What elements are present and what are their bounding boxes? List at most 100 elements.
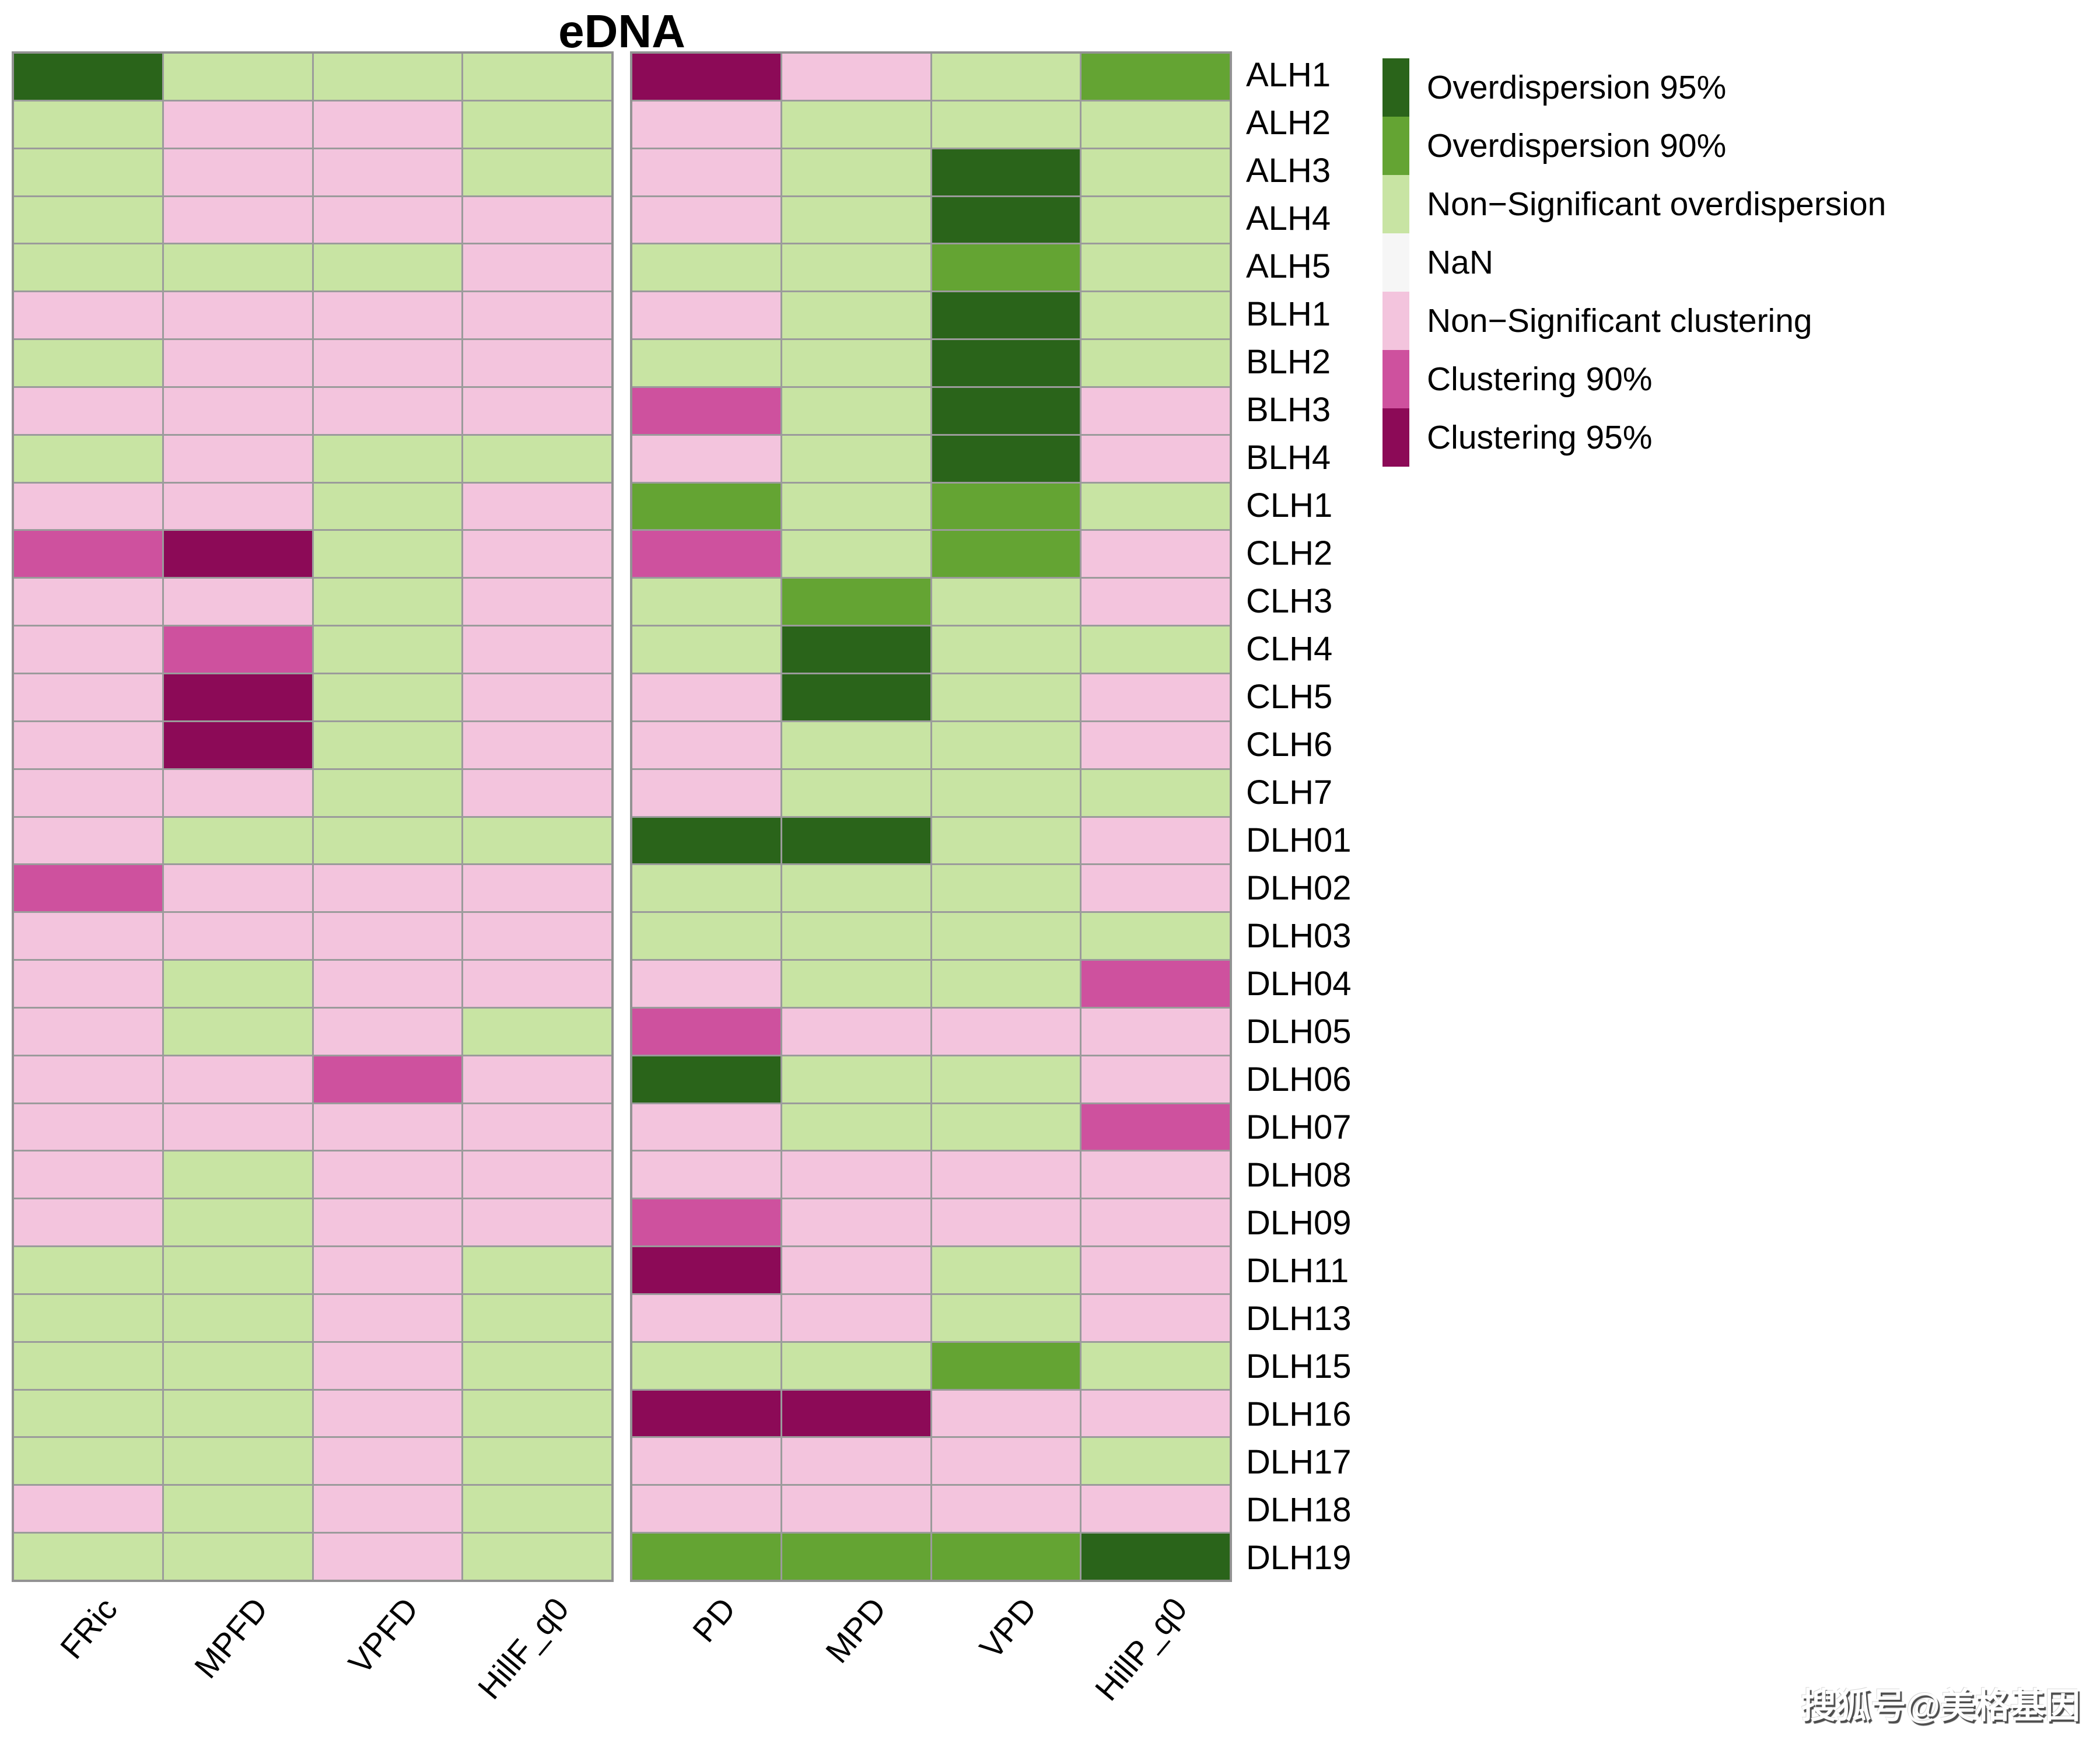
row-label: BLH2	[1246, 343, 1331, 381]
row-label: CLH6	[1246, 726, 1333, 764]
legend-label: Clustering 90%	[1427, 360, 1653, 398]
heatmap-cell	[782, 149, 930, 195]
heatmap-cell	[313, 674, 462, 720]
heatmap-cell	[632, 1152, 780, 1198]
heatmap-cell	[313, 340, 462, 386]
heatmap-cell	[1082, 1104, 1230, 1150]
heatmap-cell	[932, 1534, 1080, 1580]
legend-swatch-NaN	[1382, 233, 1409, 292]
heatmap-cell	[163, 1342, 312, 1389]
heatmap-cell	[14, 531, 162, 578]
heatmap-cell	[463, 1008, 611, 1055]
heatmap-cell	[632, 1294, 780, 1341]
legend-label: NaN	[1427, 244, 1494, 281]
heatmap-cell	[782, 913, 930, 960]
row-label: DLH15	[1246, 1348, 1352, 1385]
heatmap-cell	[163, 769, 312, 816]
legend-swatch-C95	[1382, 408, 1409, 467]
legend-swatch-C90	[1382, 350, 1409, 408]
heatmap-cell	[1082, 1294, 1230, 1341]
row-label: DLH19	[1246, 1539, 1352, 1577]
column-label: FRic	[52, 1590, 125, 1666]
heatmap-cell	[163, 1056, 312, 1102]
row-label: ALH3	[1246, 152, 1331, 190]
heatmap-cell	[463, 626, 611, 673]
heatmap-cell	[1082, 1390, 1230, 1437]
heatmap-cell	[632, 1104, 780, 1150]
heatmap-cell	[463, 913, 611, 960]
row-label: CLH7	[1246, 774, 1333, 811]
heatmap-cell	[932, 674, 1080, 720]
column-label: HillF_q0	[470, 1590, 576, 1706]
heatmap-cell	[313, 1486, 462, 1532]
legend-swatch-NSC	[1382, 292, 1409, 350]
row-label: ALH2	[1246, 104, 1331, 142]
row-axis-labels: ALH1 ALH2 ALH3 ALH4 ALH5 BLH1 BLH2 BLH3 BLH4 CLH1…	[1246, 51, 1456, 1582]
heatmap-cell	[14, 722, 162, 768]
heatmap-cell	[463, 244, 611, 291]
heatmap-cell	[782, 579, 930, 625]
heatmap-cell	[163, 1294, 312, 1341]
heatmap-panel-right	[630, 51, 1232, 1582]
heatmap-cell	[313, 1152, 462, 1198]
row-label: CLH3	[1246, 582, 1333, 620]
heatmap-cell	[163, 1534, 312, 1580]
heatmap-cell	[932, 722, 1080, 768]
heatmap-cell	[313, 54, 462, 100]
heatmap-cell	[14, 1247, 162, 1293]
row-label: CLH4	[1246, 630, 1333, 668]
heatmap-cell	[632, 244, 780, 291]
heatmap-cell	[632, 483, 780, 530]
heatmap-cell	[14, 961, 162, 1007]
heatmap-cell	[932, 197, 1080, 243]
heatmap-cell	[1082, 292, 1230, 339]
chart-title: eDNA	[558, 5, 685, 57]
heatmap-cell	[632, 1199, 780, 1246]
row-label: DLH02	[1246, 869, 1352, 907]
heatmap-cell	[463, 1104, 611, 1150]
heatmap-cell	[463, 340, 611, 386]
heatmap-cell	[632, 579, 780, 625]
heatmap-cell	[163, 197, 312, 243]
heatmap-cell	[932, 913, 1080, 960]
heatmap-cell	[313, 1534, 462, 1580]
heatmap-cell	[632, 149, 780, 195]
heatmap-cell	[782, 340, 930, 386]
heatmap-cell	[14, 674, 162, 720]
heatmap-cell	[463, 1342, 611, 1389]
heatmap-cell	[313, 435, 462, 482]
heatmap-cell	[463, 865, 611, 912]
heatmap-cell	[1082, 435, 1230, 482]
heatmap-cell	[1082, 1534, 1230, 1580]
heatmap-cell	[932, 1294, 1080, 1341]
heatmap-cell	[163, 387, 312, 434]
heatmap-cell	[632, 54, 780, 100]
heatmap-cell	[1082, 769, 1230, 816]
heatmap-cell	[463, 817, 611, 864]
heatmap-cell	[463, 387, 611, 434]
row-label: DLH18	[1246, 1491, 1352, 1529]
heatmap-cell	[1082, 579, 1230, 625]
heatmap-cell	[463, 674, 611, 720]
heatmap-cell	[1082, 865, 1230, 912]
heatmap-cell	[932, 387, 1080, 434]
heatmap-cell	[632, 961, 780, 1007]
heatmap-cell	[163, 435, 312, 482]
row-label: BLH1	[1246, 295, 1331, 333]
row-label: ALH5	[1246, 247, 1331, 285]
heatmap-cell	[932, 340, 1080, 386]
heatmap-cell	[313, 1008, 462, 1055]
heatmap-cell	[932, 1247, 1080, 1293]
heatmap-cell	[14, 54, 162, 100]
row-label: DLH08	[1246, 1156, 1352, 1194]
heatmap-cell	[1082, 1438, 1230, 1485]
heatmap-cell	[632, 722, 780, 768]
heatmap-cell	[163, 674, 312, 720]
heatmap-cell	[632, 1342, 780, 1389]
legend-label: Non−Significant clustering	[1427, 302, 1812, 340]
heatmap-cell	[632, 435, 780, 482]
heatmap-cell	[932, 579, 1080, 625]
heatmap-cell	[313, 149, 462, 195]
heatmap-cell	[463, 1534, 611, 1580]
heatmap-cell	[463, 1152, 611, 1198]
